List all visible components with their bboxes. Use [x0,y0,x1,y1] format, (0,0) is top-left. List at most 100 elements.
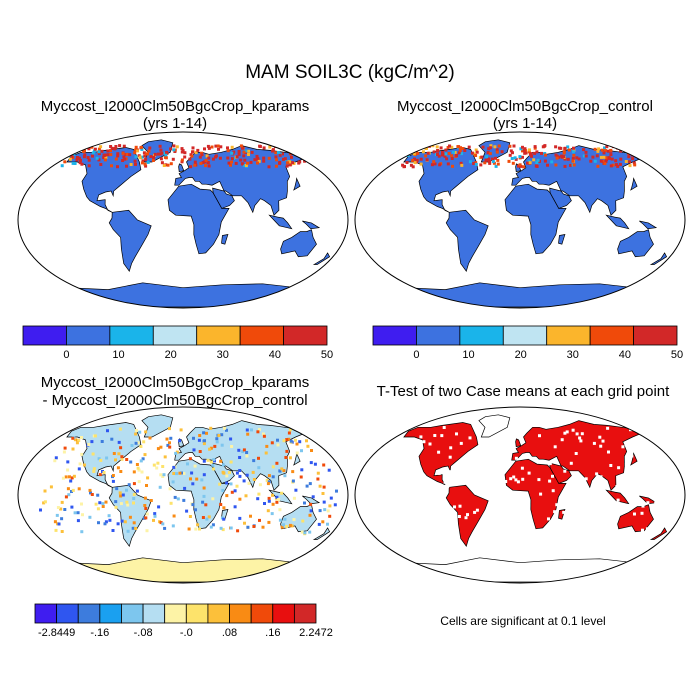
landmass-new-zealand [649,527,668,540]
grid-cell [143,154,147,158]
grid-cell [444,152,448,156]
grid-cell [433,162,437,166]
grid-cell [547,517,550,521]
landmass-new-zealand [312,252,331,265]
grid-cell [295,451,299,455]
grid-cell [239,144,243,148]
grid-cell [555,503,559,507]
grid-cell [250,150,254,154]
grid-cell [543,144,547,148]
grid-cell [287,437,291,441]
grid-cell [442,426,446,429]
grid-cell [625,147,629,151]
landmass-eurasia [511,145,643,216]
grid-cell [138,430,142,434]
grid-cell [216,144,220,148]
grid-cell [654,529,658,533]
grid-cell [132,497,136,500]
grid-cell [117,452,121,456]
grid-cell [517,511,521,515]
landmass-arabia [549,462,572,484]
grid-cell [257,466,261,470]
grid-cell [91,151,95,155]
grid-cell [131,526,135,530]
grid-cell [262,146,266,150]
grid-cell [198,434,202,437]
grid-cell [290,155,293,159]
grid-cell [267,520,271,524]
grid-cell [276,438,279,442]
grid-cell [397,445,401,449]
grid-cell [267,474,271,478]
grid-cell [481,145,485,149]
grid-cell [77,439,81,442]
grid-cell [575,432,579,436]
grid-cell [616,498,620,502]
grid-cell [535,150,539,154]
grid-cell [265,478,269,482]
grid-cell [285,164,289,168]
grid-cell [160,161,164,165]
grid-cell [468,436,472,440]
grid-cell [83,149,86,153]
grid-cell [288,160,292,164]
colorbar-tick-label: 30 [217,349,229,361]
grid-cell [236,529,240,533]
grid-cell [202,494,206,498]
grid-cell [207,164,211,168]
grid-cell [509,477,513,481]
grid-cell [385,483,389,487]
grid-cell [475,150,479,154]
grid-cell [172,144,176,148]
grid-cell [161,465,165,468]
grid-cell [565,430,569,434]
grid-cell [630,441,634,444]
grid-cell [599,444,603,448]
grid-cell [196,148,200,152]
grid-cell [309,509,313,513]
grid-cell [538,434,541,438]
grid-cell [258,144,262,148]
grid-cell [600,522,604,526]
grid-cell [194,508,197,512]
grid-cell [189,165,193,169]
grid-cell [485,439,489,443]
grid-cell [77,487,81,491]
grid-cell [461,147,465,150]
grid-cell [180,160,184,164]
grid-cell [141,457,145,461]
grid-cell [329,496,333,500]
grid-cell [93,147,97,151]
grid-cell [99,163,103,166]
grid-cell [440,434,444,438]
grid-cell [593,519,596,523]
grid-cell [262,432,265,436]
grid-cell [514,456,518,460]
grid-cell [155,466,159,470]
grid-cell [640,511,644,515]
grid-cell [60,164,64,168]
grid-cell [134,527,138,530]
grid-cell [104,520,108,524]
grid-cell [492,161,496,165]
grid-cell [189,477,192,481]
grid-cell [242,448,246,452]
grid-cell [114,505,118,509]
grid-cell [555,156,559,160]
grid-cell [205,517,209,521]
grid-cell [229,163,232,167]
landmass-indonesia [268,489,293,505]
grid-cell [425,158,429,162]
grid-cell [475,508,479,512]
grid-cell [135,429,138,432]
grid-cell [588,523,592,527]
grid-cell [64,475,68,479]
grid-cell [87,443,91,446]
grid-cell [404,467,408,470]
grid-cell [230,151,234,155]
grid-cell [242,479,246,483]
grid-cell [229,460,233,464]
grid-cell [566,157,570,161]
grid-cell [495,150,499,154]
grid-cell [575,156,579,160]
